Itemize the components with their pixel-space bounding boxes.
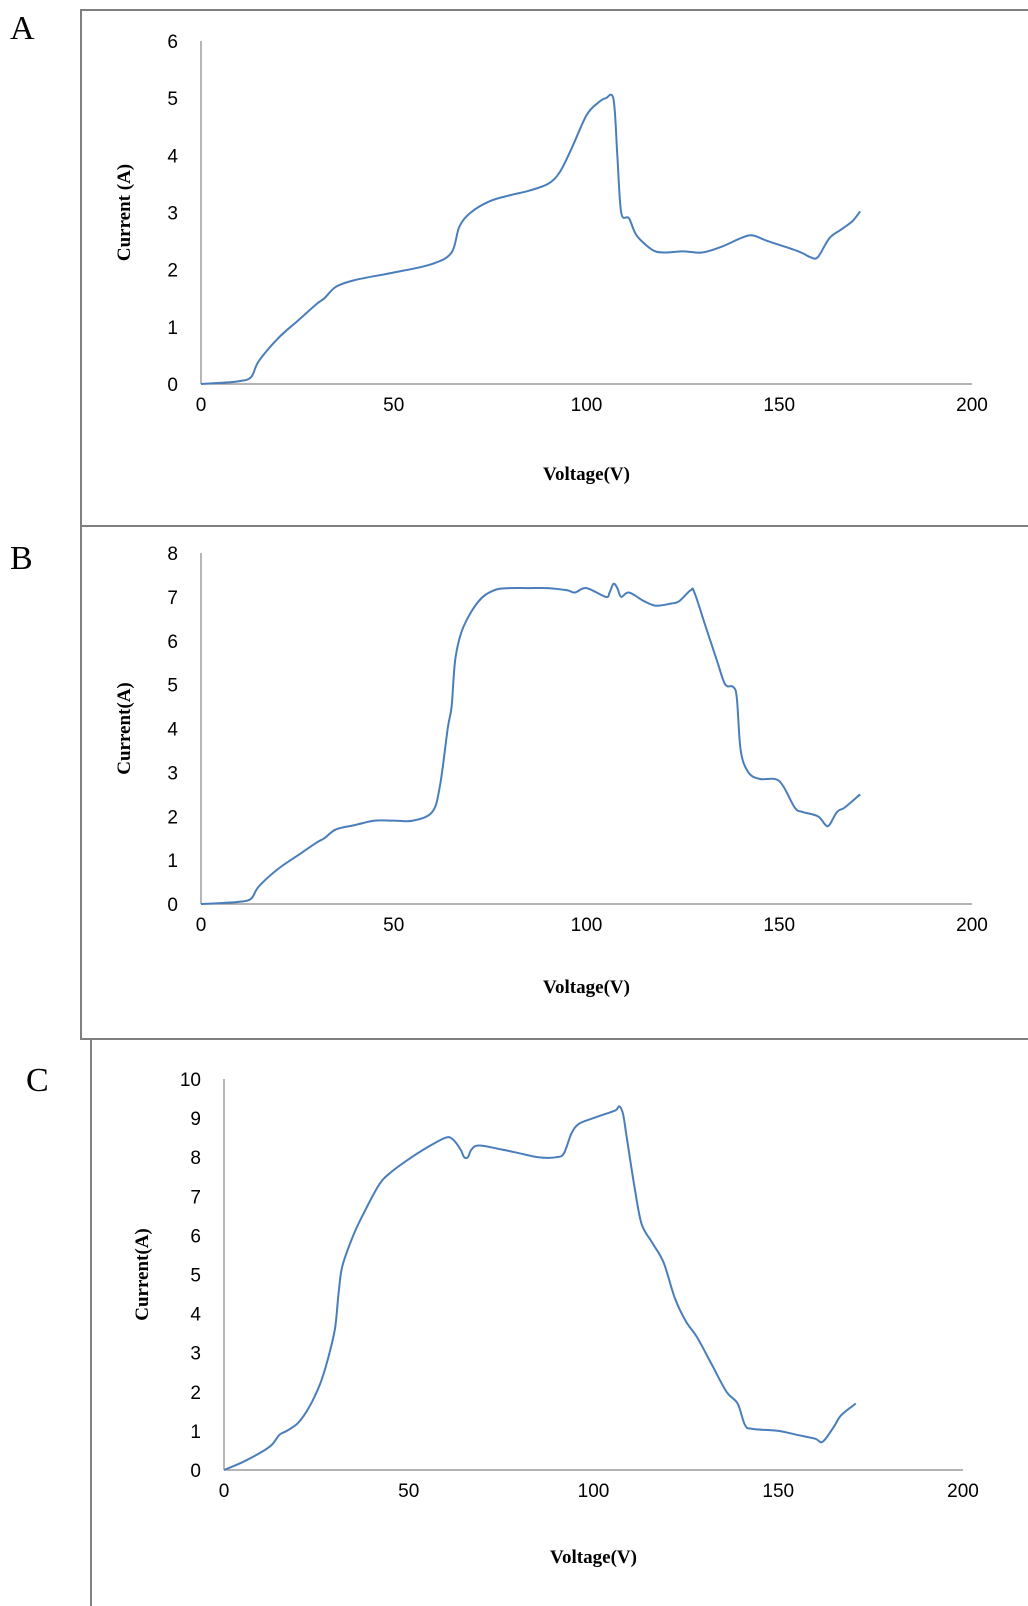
y-axis-title-c: Current(A) (132, 1228, 153, 1321)
chart-b: 0 1 2 3 4 5 6 7 8 0 50 100 150 200 Voltage(V) Current(A… (114, 544, 988, 998)
x-axis-title-c: Voltage(V) (550, 1547, 637, 1568)
y-tick-label-a: 5 (167, 89, 178, 110)
y-tick-label-a: 4 (167, 146, 178, 167)
y-axis-title-a: Current (A) (114, 164, 135, 261)
panel-frames (80, 9, 1028, 1606)
y-tick-label-a: 6 (167, 32, 178, 53)
x-tick-label-b: 50 (383, 915, 404, 936)
y-tick-label-b: 5 (167, 676, 178, 697)
x-tick-label-a: 50 (383, 395, 404, 416)
y-tick-label-a: 0 (167, 375, 178, 396)
y-tick-label-b: 1 (167, 851, 178, 872)
y-tick-label-c: 5 (190, 1266, 201, 1287)
y-tick-label-b: 7 (167, 588, 178, 609)
y-tick-label-c: 2 (190, 1383, 201, 1404)
x-tick-label-c: 200 (947, 1481, 979, 1502)
y-axis-title-b: Current(A) (114, 682, 135, 775)
x-tick-label-a: 100 (571, 395, 603, 416)
frame-c (90, 1038, 1028, 1606)
x-tick-label-b: 0 (196, 915, 207, 936)
x-axis-title-b: Voltage(V) (543, 977, 630, 998)
y-tick-label-c: 7 (190, 1187, 201, 1208)
frame-a (80, 9, 1028, 527)
y-tick-label-c: 9 (190, 1109, 201, 1130)
y-tick-label-c: 3 (190, 1344, 201, 1365)
panel-letter-c: C (26, 1062, 49, 1099)
y-tick-label-c: 6 (190, 1226, 201, 1247)
x-tick-label-c: 150 (762, 1481, 794, 1502)
series-line-a (200, 93, 861, 385)
y-tick-label-b: 8 (167, 544, 178, 565)
y-tick-label-a: 1 (167, 318, 178, 339)
y-tick-label-b: 4 (167, 720, 178, 741)
y-tick-label-c: 10 (180, 1070, 201, 1091)
panel-letter-a: A (10, 10, 35, 47)
x-tick-label-b: 200 (956, 915, 988, 936)
x-tick-label-b: 100 (571, 915, 603, 936)
y-tick-label-b: 0 (167, 895, 178, 916)
x-tick-label-c: 100 (578, 1481, 610, 1502)
series-line-b (200, 582, 861, 905)
x-axis-title-a: Voltage(V) (543, 464, 630, 485)
y-tick-label-c: 1 (190, 1422, 201, 1443)
y-tick-label-a: 3 (167, 204, 178, 225)
y-tick-label-b: 6 (167, 632, 178, 653)
y-tick-label-a: 2 (167, 261, 178, 282)
x-tick-label-c: 0 (219, 1481, 230, 1502)
x-tick-label-a: 150 (763, 395, 795, 416)
x-tick-label-a: 0 (196, 395, 207, 416)
y-tick-label-c: 4 (190, 1305, 201, 1326)
series-line-c (223, 1105, 857, 1471)
x-tick-label-a: 200 (956, 395, 988, 416)
frame-b (80, 525, 1028, 1040)
y-tick-label-b: 3 (167, 763, 178, 784)
x-tick-label-b: 150 (763, 915, 795, 936)
y-tick-label-b: 2 (167, 807, 178, 828)
panel-letter-b: B (10, 540, 33, 577)
y-tick-label-c: 8 (190, 1148, 201, 1169)
y-tick-label-c: 0 (190, 1461, 201, 1482)
x-tick-label-c: 50 (398, 1481, 419, 1502)
chart-a: 0 1 2 3 4 5 6 0 50 100 150 200 Voltage(V) Current (A) (114, 32, 988, 485)
